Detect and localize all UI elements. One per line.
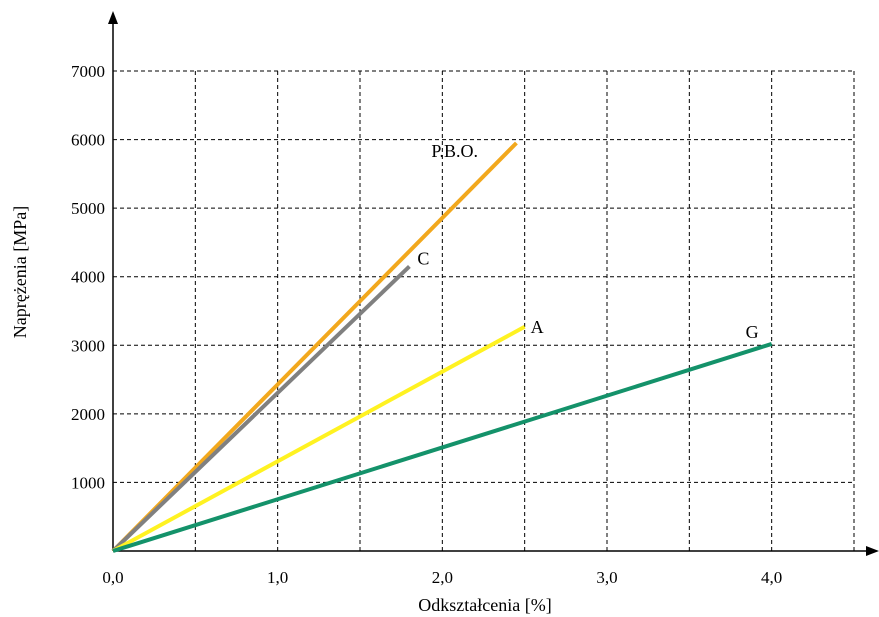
series-label: P.B.O.	[431, 141, 478, 161]
y-tick-label: 5000	[71, 199, 105, 218]
series-label: A	[531, 317, 544, 337]
y-tick-label: 2000	[71, 405, 105, 424]
y-tick-label: 6000	[71, 131, 105, 150]
x-tick-label: 0,0	[102, 568, 123, 587]
y-axis-arrow-icon	[108, 11, 118, 24]
x-tick-label: 3,0	[596, 568, 617, 587]
series-label: C	[417, 248, 429, 268]
grid	[113, 70, 855, 551]
series-line-pbo	[111, 141, 518, 553]
x-axis-arrow-icon	[866, 546, 879, 556]
y-tick-label: 4000	[71, 268, 105, 287]
x-tick-label: 2,0	[432, 568, 453, 587]
y-axis-title: Naprężenia [MPa]	[10, 206, 30, 338]
x-tick-label: 1,0	[267, 568, 288, 587]
tick-labels: 1000 2000 3000 4000 5000 6000 7000 0,0 1,0 2,0 3,0…	[71, 62, 782, 587]
series-group	[111, 141, 773, 553]
series-labels: P.B.O. C A G	[417, 141, 758, 342]
x-axis-title: Odkształcenia [%]	[418, 595, 551, 615]
axes	[108, 11, 879, 556]
y-tick-label: 1000	[71, 473, 105, 492]
y-tick-label: 7000	[71, 62, 105, 81]
y-tick-label: 3000	[71, 336, 105, 355]
series-line-c	[111, 264, 411, 553]
x-tick-label: 4,0	[761, 568, 782, 587]
series-line-g	[112, 342, 773, 553]
series-label: G	[746, 322, 759, 342]
series-line-a	[112, 325, 526, 553]
